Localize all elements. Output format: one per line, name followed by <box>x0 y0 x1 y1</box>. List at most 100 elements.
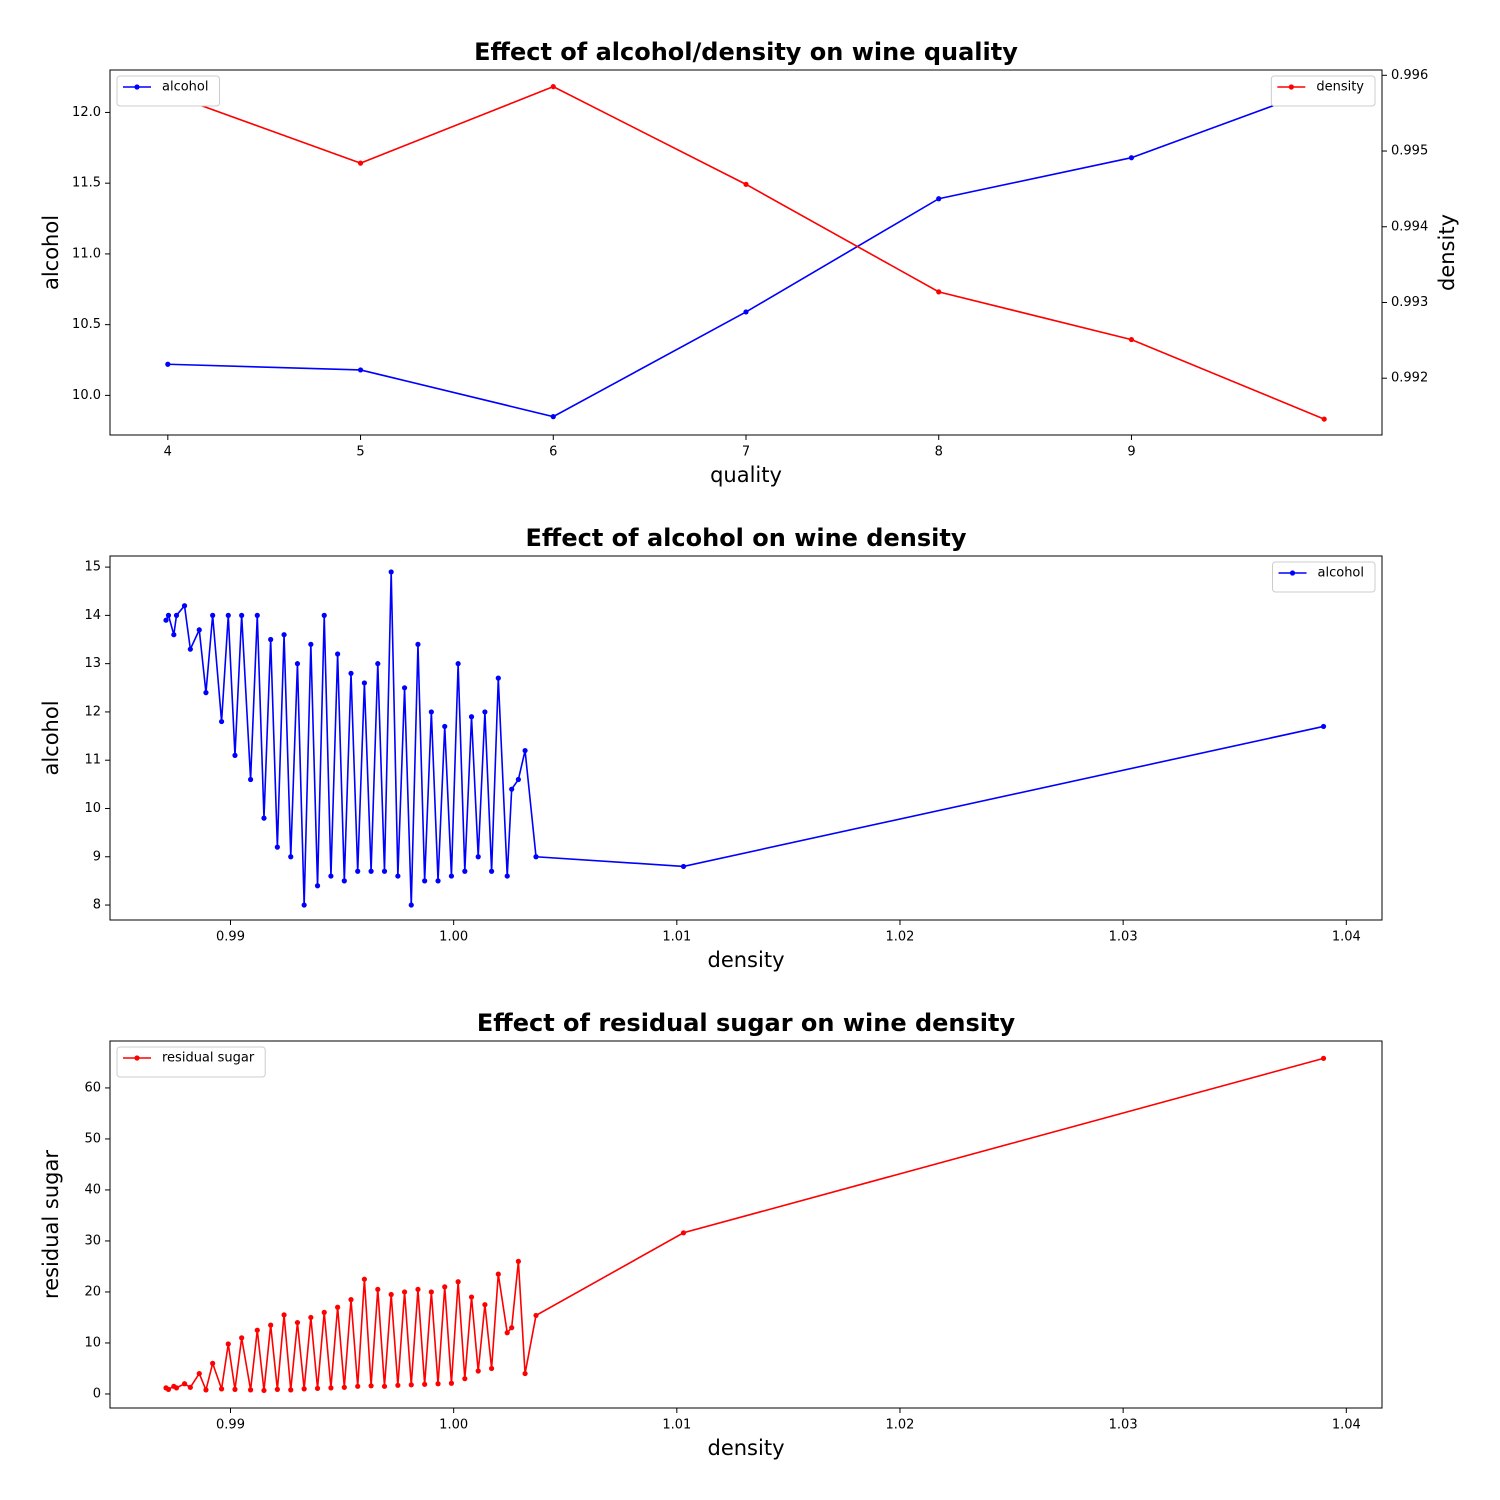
data-point <box>348 670 354 676</box>
data-point <box>328 873 334 879</box>
data-point <box>232 1386 238 1392</box>
y2-axis-label: density <box>1435 214 1459 291</box>
data-point <box>1128 336 1135 343</box>
data-point <box>254 612 260 618</box>
data-point <box>247 1387 254 1393</box>
plot-frame <box>109 1040 1383 1409</box>
data-point <box>361 680 367 686</box>
data-point <box>165 612 172 618</box>
legend: density <box>1270 75 1376 107</box>
data-point <box>274 844 280 850</box>
data-point <box>355 1383 361 1389</box>
data-point <box>203 1387 209 1393</box>
chart-title: Effect of residual sugar on wine density <box>477 1009 1016 1037</box>
data-point <box>475 1368 481 1374</box>
y-tick-label: 11 <box>84 753 101 768</box>
data-point <box>388 569 394 575</box>
data-point <box>462 868 468 874</box>
data-point <box>533 854 539 860</box>
data-point <box>254 1327 260 1333</box>
y-tick-label: 9 <box>93 849 101 864</box>
data-line <box>165 1057 1324 1393</box>
y2-tick-label: 0.993 <box>1391 295 1428 310</box>
data-point <box>355 868 361 874</box>
x-axis-label: density <box>708 948 785 972</box>
data-point <box>288 1387 294 1393</box>
data-point <box>482 1302 488 1308</box>
data-point <box>533 1312 539 1319</box>
x-tick-label: 9 <box>1127 445 1135 460</box>
data-point <box>294 1319 301 1326</box>
data-point <box>232 752 238 758</box>
x-tick-label: 6 <box>549 445 557 460</box>
y-axis-label: alcohol <box>39 700 63 775</box>
data-point <box>210 612 216 618</box>
data-point <box>308 1314 314 1321</box>
legend-marker <box>1289 570 1296 576</box>
legend: alcohol <box>116 75 220 107</box>
x-tick-label: 1.03 <box>1109 930 1138 945</box>
y-axis-label: alcohol <box>39 215 63 290</box>
data-point <box>321 1309 327 1315</box>
data-point <box>680 1230 687 1236</box>
data-point <box>482 709 488 715</box>
data-point <box>455 661 461 667</box>
legend-box <box>116 1046 266 1078</box>
legend-box <box>1270 75 1376 107</box>
data-point <box>225 1341 231 1347</box>
data-point <box>187 646 193 652</box>
data-point <box>163 617 169 623</box>
data-point <box>1128 155 1135 161</box>
data-point <box>335 651 341 657</box>
data-point <box>239 612 245 618</box>
data-line <box>165 571 1324 906</box>
y-tick-label: 10 <box>84 1335 101 1350</box>
y-tick-label: 10.5 <box>72 317 101 332</box>
data-point <box>173 612 180 618</box>
y-tick-label: 12.0 <box>72 105 101 120</box>
data-point <box>550 84 556 90</box>
data-point <box>196 627 202 633</box>
x-tick-label: 1.00 <box>439 1418 468 1433</box>
data-point <box>218 1386 225 1392</box>
x-axis-label: density <box>708 1436 785 1460</box>
data-point <box>415 641 421 647</box>
data-point <box>408 1382 414 1388</box>
x-tick-label: 4 <box>164 445 172 460</box>
data-point <box>489 1365 495 1372</box>
data-point <box>173 1385 180 1391</box>
y-tick-label: 20 <box>84 1284 101 1299</box>
data-point <box>448 873 455 879</box>
y-tick-label: 60 <box>84 1080 101 1095</box>
data-point <box>522 747 528 754</box>
data-point <box>274 1386 280 1392</box>
data-point <box>361 1276 367 1282</box>
data-point <box>196 1370 202 1377</box>
x-tick-label: 1.01 <box>662 1418 691 1433</box>
x-tick-label: 0.99 <box>216 1418 245 1433</box>
data-point <box>328 1385 334 1391</box>
data-point <box>435 1381 441 1387</box>
x-tick-label: 1.04 <box>1332 1418 1361 1433</box>
data-point <box>321 612 327 618</box>
y2-tick-label: 0.992 <box>1391 371 1428 386</box>
legend: alcohol <box>1272 561 1376 593</box>
data-point <box>401 1289 408 1295</box>
y-tick-label: 8 <box>93 898 101 913</box>
y-tick-label: 30 <box>84 1233 101 1248</box>
y-tick-label: 0 <box>93 1386 101 1401</box>
data-point <box>428 1289 434 1295</box>
data-point <box>357 160 364 166</box>
data-point <box>308 641 314 647</box>
data-point <box>314 883 321 889</box>
data-point <box>210 1360 216 1366</box>
data-point <box>462 1376 468 1382</box>
y-tick-label: 10.0 <box>72 388 101 403</box>
x-tick-label: 5 <box>356 445 364 460</box>
y2-tick-label: 0.994 <box>1391 219 1428 234</box>
data-point <box>187 1384 193 1390</box>
data-point <box>288 854 294 860</box>
data-point <box>165 1386 172 1392</box>
data-point <box>281 632 287 638</box>
